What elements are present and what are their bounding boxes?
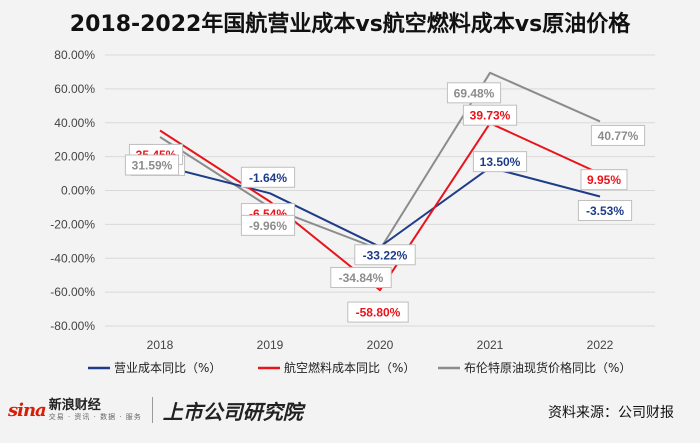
data-label: 40.77% xyxy=(590,124,646,146)
series-line xyxy=(159,122,601,292)
data-label-box xyxy=(462,104,518,126)
legend: 营业成本同比（%） 航空燃料成本同比（%） 布伦特原油现货价格同比（%） xyxy=(88,360,631,375)
y-tick-label: -40.00% xyxy=(50,251,95,265)
y-tick-label: -20.00% xyxy=(50,217,95,231)
x-tick-label: 2022 xyxy=(587,338,614,352)
data-label-box xyxy=(240,214,296,236)
data-label-box xyxy=(354,244,416,266)
y-tick-label: -80.00% xyxy=(50,319,95,333)
data-label: -34.84% xyxy=(330,267,392,289)
data-label-text: -9.96% xyxy=(249,219,287,233)
data-label-box xyxy=(580,169,628,191)
data-label: -9.96% xyxy=(240,214,296,236)
x-tick-label: 2021 xyxy=(477,338,504,352)
data-label-text: -58.80% xyxy=(356,306,401,320)
data-label-box xyxy=(446,82,502,104)
legend-label: 布伦特原油现货价格同比（%） xyxy=(464,360,631,375)
data-label-box xyxy=(124,154,180,176)
data-label: -1.64% xyxy=(240,166,296,188)
data-label-box xyxy=(347,301,409,323)
legend-label: 营业成本同比（%） xyxy=(114,361,221,375)
data-label-box xyxy=(330,267,392,289)
legend-label: 航空燃料成本同比（%） xyxy=(284,360,415,375)
data-label: 39.73% xyxy=(462,104,518,126)
data-label-text: 39.73% xyxy=(470,109,511,123)
y-tick-label: 80.00% xyxy=(54,48,95,62)
data-labels: 14.79%-1.64%-33.22%13.50%-3.53%35.45%-6.… xyxy=(124,82,646,323)
x-axis-ticks: 2018 2019 2020 2021 2022 xyxy=(147,338,614,352)
data-label: -58.80% xyxy=(347,301,409,323)
data-label: 69.48% xyxy=(446,82,502,104)
data-label-text: 9.95% xyxy=(587,173,621,187)
data-label: -33.22% xyxy=(354,244,416,266)
x-tick-label: 2020 xyxy=(367,338,394,352)
data-label-text: -34.84% xyxy=(339,271,384,285)
source-note: 资料来源：公司财报 xyxy=(548,405,674,421)
y-axis-ticks: 80.00% 60.00% 40.00% 20.00% 0.00% -20.00% -40.… xyxy=(50,48,95,333)
brand-divider xyxy=(151,397,153,423)
data-label-box xyxy=(577,199,633,221)
data-label-text: 31.59% xyxy=(132,158,173,172)
data-label-text: 40.77% xyxy=(598,129,639,143)
data-label: 13.50% xyxy=(472,151,528,173)
y-tick-label: 0.00% xyxy=(61,184,95,198)
legend-item: 营业成本同比（%） xyxy=(88,361,221,375)
series-line xyxy=(159,71,601,251)
sina-name: 新浪财经 xyxy=(48,398,101,413)
data-label-box xyxy=(472,151,528,173)
x-tick-label: 2019 xyxy=(257,338,284,352)
data-label: -3.53% xyxy=(577,199,633,221)
y-tick-label: 20.00% xyxy=(54,150,95,164)
data-label-text: 69.48% xyxy=(454,86,495,100)
data-label-text: -3.53% xyxy=(586,204,624,218)
data-label-box xyxy=(590,124,646,146)
legend-item: 布伦特原油现货价格同比（%） xyxy=(438,360,631,375)
data-label-text: 13.50% xyxy=(480,155,521,169)
series-line xyxy=(159,164,601,248)
sina-logo: sina xyxy=(8,399,47,421)
sina-tagline: 交易 · 资讯 · 数据 · 服务 xyxy=(48,413,142,421)
data-label: 9.95% xyxy=(580,169,628,191)
chart-title: 2018-2022年国航营业成本vs航空燃料成本vs原油价格 xyxy=(69,12,631,37)
y-tick-label: -60.00% xyxy=(50,285,95,299)
brand-block: sina 新浪财经 交易 · 资讯 · 数据 · 服务 上市公司研究院 xyxy=(8,392,303,428)
data-label-text: -33.22% xyxy=(363,248,408,262)
data-label-box xyxy=(240,166,296,188)
y-tick-label: 60.00% xyxy=(54,82,95,96)
data-label-text: -1.64% xyxy=(249,171,287,185)
institute-name: 上市公司研究院 xyxy=(162,399,303,424)
y-tick-label: 40.00% xyxy=(54,116,95,130)
sina-name-block: 新浪财经 交易 · 资讯 · 数据 · 服务 xyxy=(49,399,142,421)
data-label: 31.59% xyxy=(124,154,180,176)
legend-item: 航空燃料成本同比（%） xyxy=(258,360,415,375)
x-tick-label: 2018 xyxy=(147,338,174,352)
